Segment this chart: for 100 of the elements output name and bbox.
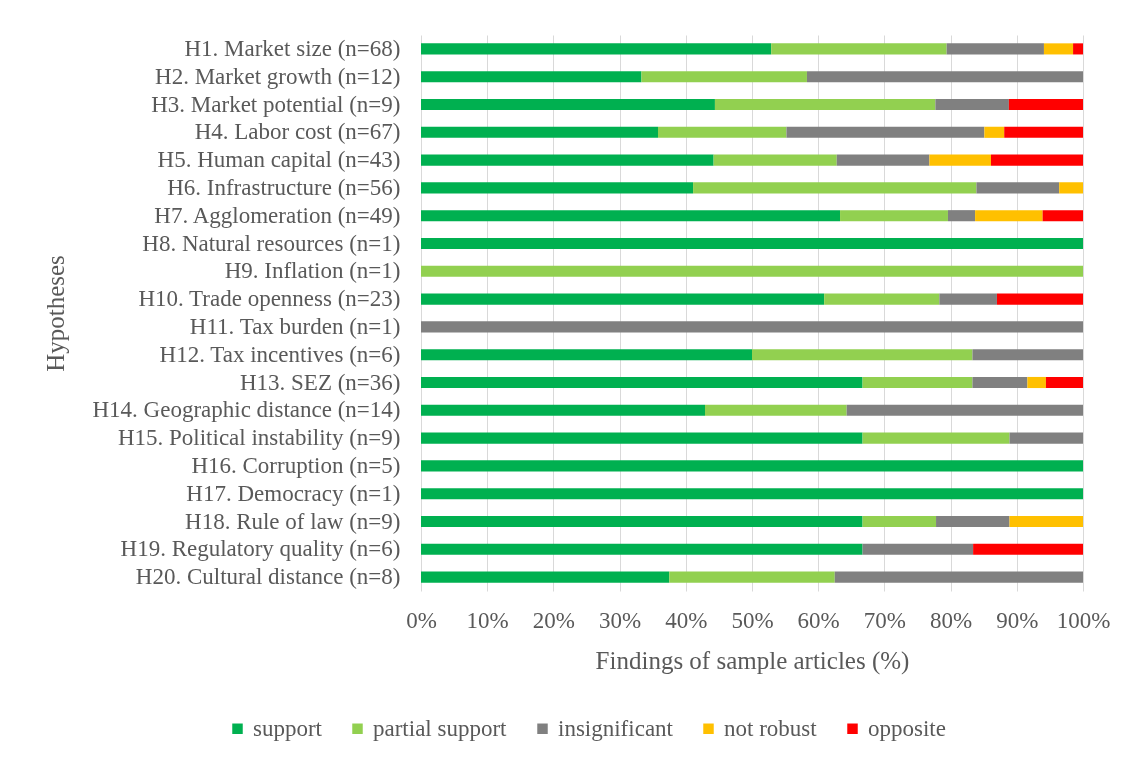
bar [421,321,1083,333]
y-tick-label: H10. Trade openness (n=23) [138,286,401,312]
legend-label: partial support [373,715,508,741]
x-tick-label: 10% [466,607,509,633]
y-tick-label: H13. SEZ (n=36) [239,369,401,395]
bar [421,71,642,83]
bar [421,571,670,583]
x-tick-label: 80% [930,607,973,633]
bar [862,515,937,528]
bar [990,154,1083,166]
bar [421,488,1083,500]
bar [972,349,1083,361]
bar [824,293,940,305]
bar [862,432,1010,444]
bar [947,210,976,222]
bar [1059,182,1083,194]
bar [806,71,1083,83]
y-tick-label: H9. Inflation (n=1) [224,258,401,284]
x-tick-label: 40% [665,607,708,633]
bar [421,154,714,166]
bar [421,43,772,55]
bar [984,126,1005,138]
bar [421,376,863,389]
y-tick-label: H18. Rule of law (n=9) [185,508,401,534]
x-tick-label: 0% [406,607,437,633]
y-tick-label: H8. Natural resources (n=1) [142,230,401,256]
bar [421,126,658,138]
legend-label: support [253,715,323,741]
bar [1009,432,1083,444]
bar [972,376,1028,389]
bar [834,571,1083,583]
x-axis-title: Findings of sample articles (%) [595,646,910,675]
bar [713,154,837,166]
bar [705,404,847,416]
bar [693,182,977,194]
y-tick-label: H2. Market growth (n=12) [155,63,401,89]
bar [421,182,694,194]
y-tick-label: H5. Human capital (n=43) [157,147,401,173]
bar [771,43,947,55]
y-tick-label: H20. Cultural distance (n=8) [135,564,401,590]
legend-label: opposite [868,715,946,741]
bar [658,126,787,138]
bar [421,404,705,416]
bar [421,210,841,222]
y-tick-label: H4. Labor cost (n=67) [194,119,401,145]
x-tick-label: 100% [1056,607,1111,633]
bar [862,543,974,555]
bar [641,71,807,83]
y-tick-label: H16. Corruption (n=5) [191,452,401,478]
bar [421,432,863,444]
bar [939,293,997,305]
bar [936,515,1010,528]
y-tick-label: H17. Democracy (n=1) [186,480,401,506]
bar [421,237,1083,250]
bar [421,293,825,305]
y-tick-label: H3. Market potential (n=9) [151,91,401,117]
bar [946,43,1044,55]
bar [840,210,948,222]
bar [846,404,1083,416]
bar [862,376,973,389]
y-tick-label: H1. Market size (n=68) [184,35,401,61]
bar [976,182,1060,194]
bar [421,515,863,528]
bar [1073,43,1083,55]
bar [669,571,835,583]
bar [1043,43,1074,55]
bar [973,543,1083,555]
bar [1008,98,1083,111]
x-tick-label: 20% [532,607,575,633]
bar [975,210,1043,222]
x-tick-label: 50% [731,607,774,633]
bar [1009,515,1083,528]
bar [1004,126,1083,138]
y-tick-label: H15. Political instability (n=9) [117,425,401,451]
bar [421,265,1083,277]
bar [836,154,930,166]
y-tick-label: H6. Infrastructure (n=56) [167,174,401,200]
legend-label: not robust [724,715,818,741]
bar [421,460,1083,472]
bar [421,98,715,111]
y-tick-label: H14. Geographic distance (n=14) [92,397,401,423]
bar [421,543,863,555]
bar [786,126,985,138]
y-tick-label: H12. Tax incentives (n=6) [159,341,401,367]
bar [752,349,973,361]
legend-label: insignificant [558,715,674,741]
bar [1027,376,1046,389]
bar [929,154,991,166]
bar [421,349,752,361]
x-tick-label: 90% [996,607,1039,633]
y-tick-label: H11. Tax burden (n=1) [189,313,401,339]
bar [1042,210,1083,222]
x-tick-label: 70% [863,607,906,633]
bar [935,98,1009,111]
bar [714,98,936,111]
y-axis-title: Hypotheses [41,255,69,372]
bar [1045,376,1083,389]
x-tick-label: 60% [797,607,840,633]
y-tick-label: H7. Agglomeration (n=49) [154,202,401,228]
bar [996,293,1083,305]
